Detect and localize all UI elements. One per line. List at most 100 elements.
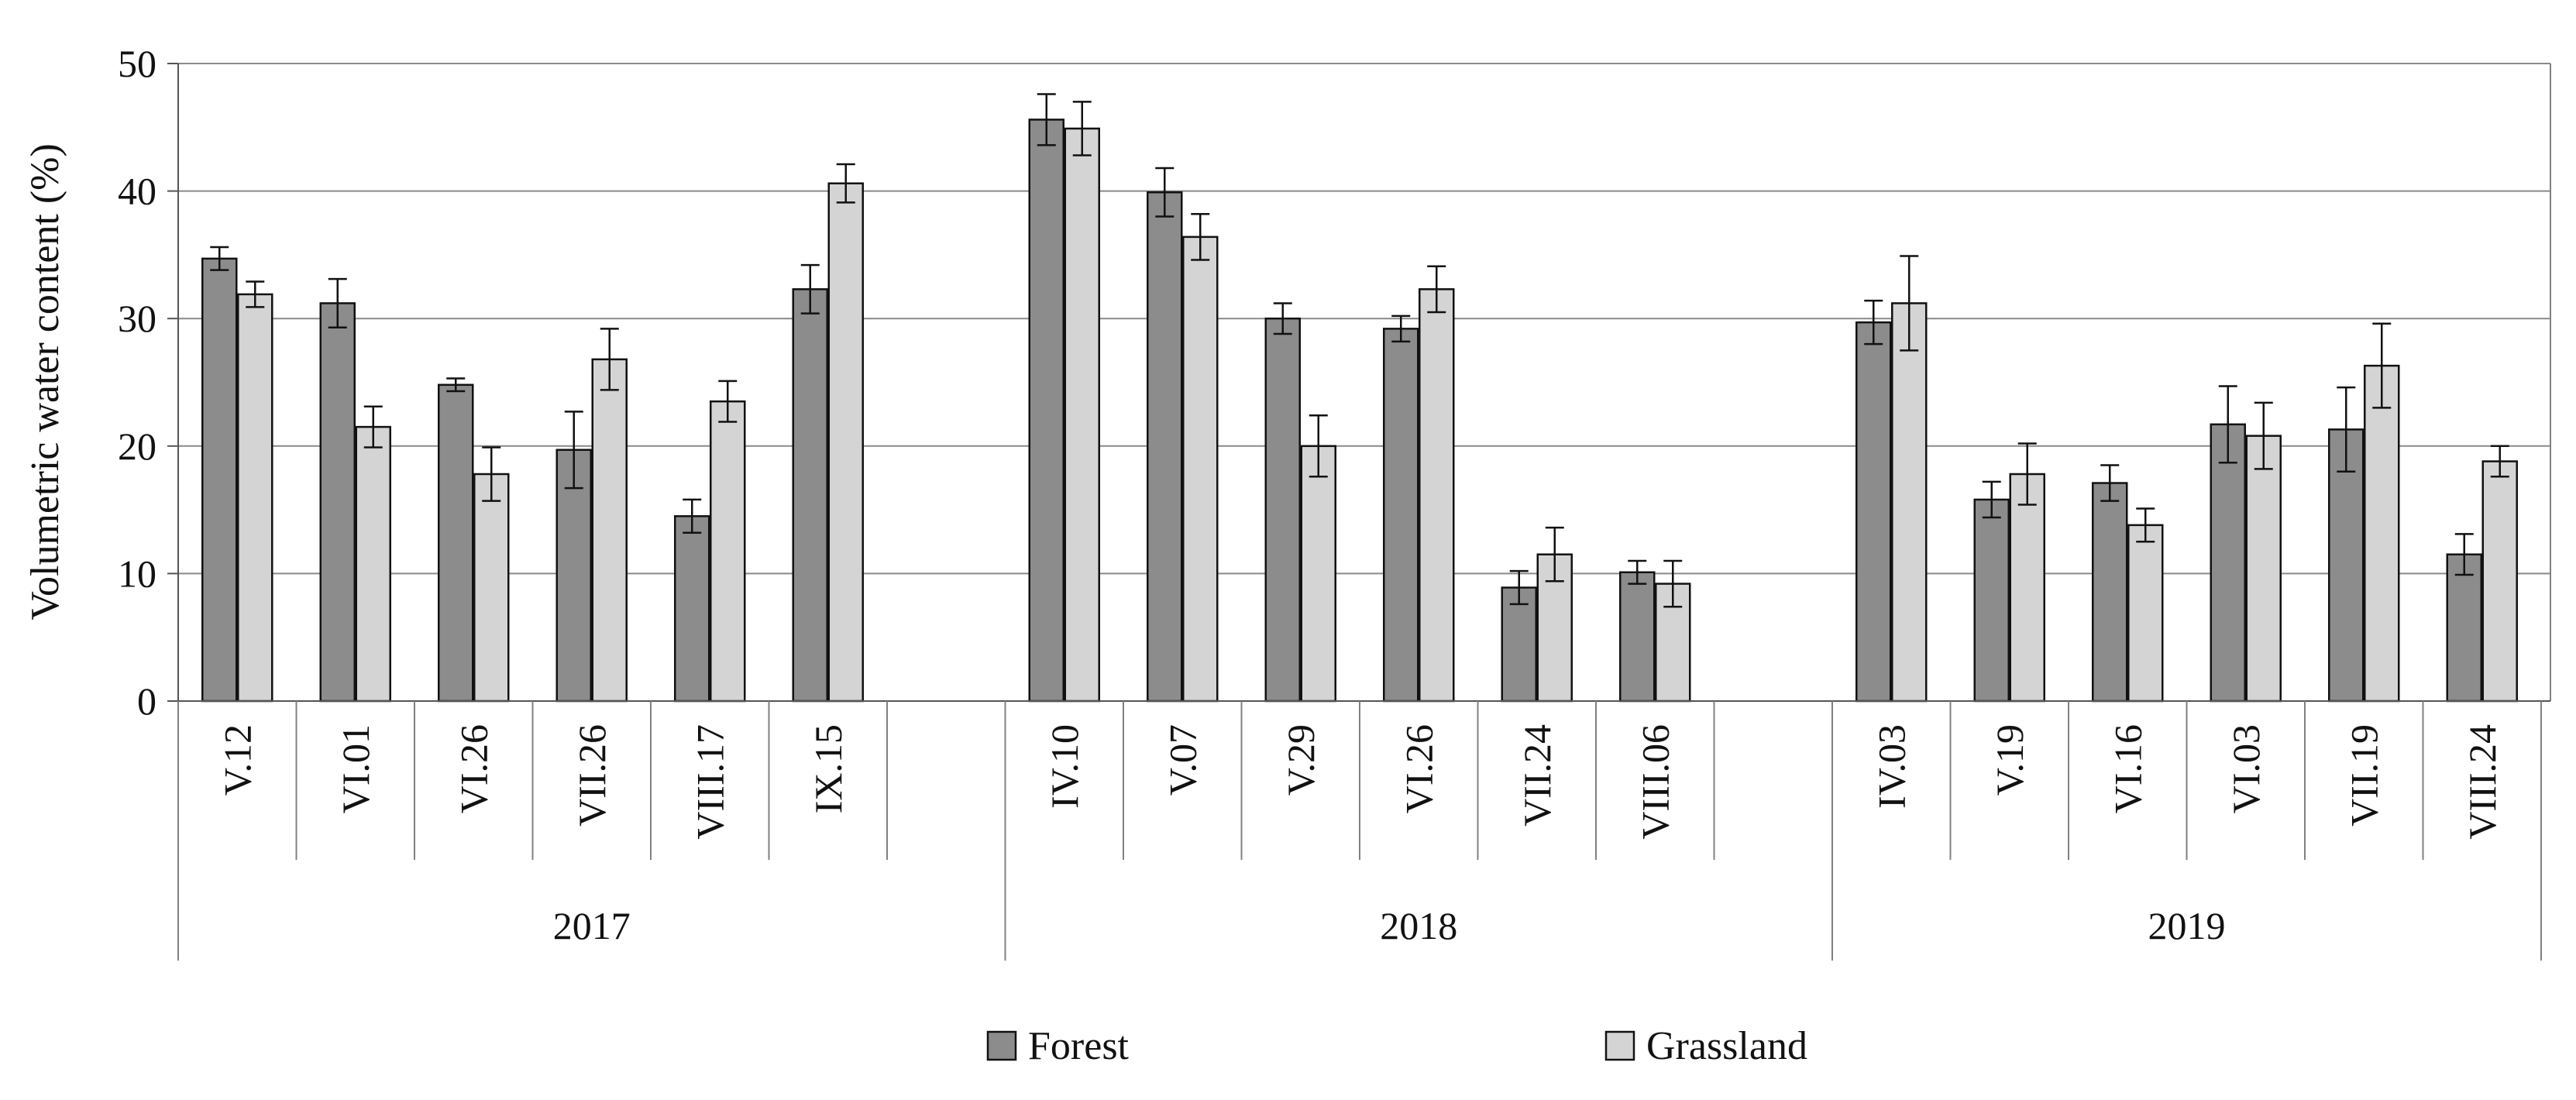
bar-forest-2019-IV.03: [1855, 321, 1892, 703]
error-bar-forest-2019-V.19: [1982, 480, 2001, 519]
bar-forest-2017-VII.26: [555, 449, 592, 703]
legend-label-forest: Forest: [1028, 1024, 1130, 1068]
error-bar-forest-2019-VIII.24: [2454, 533, 2474, 576]
error-bar-grassland-2019-VI.16: [2136, 507, 2155, 543]
error-bar-forest-2019-IV.03: [1864, 299, 1883, 345]
bar-grassland-2018-IV.10: [1064, 127, 1100, 703]
group-label-2019: 2019: [2148, 904, 2226, 947]
bar-grassland-2017-VI.26: [473, 473, 510, 703]
error-bar-forest-2017-VI.26: [446, 377, 466, 393]
bar-grassland-2019-VI.03: [2245, 435, 2282, 703]
x-tick-label-2017-V.12: V.12: [215, 724, 259, 796]
error-bar-forest-2017-VIII.17: [683, 498, 702, 534]
bar-forest-2017-V.12: [201, 257, 238, 703]
error-bar-forest-2017-VI.01: [328, 277, 347, 328]
legend: Forest Grassland: [986, 1024, 1807, 1068]
bar-grassland-2019-VII.19: [2364, 364, 2400, 703]
x-tick-label-2017-VI.01: VI.01: [334, 724, 377, 813]
bar-forest-2019-VIII.24: [2446, 553, 2482, 703]
error-bar-grassland-2018-V.29: [1309, 414, 1328, 478]
error-bar-forest-2019-VII.19: [2337, 386, 2356, 473]
bar-forest-2017-VIII.17: [674, 515, 710, 703]
error-bar-forest-2017-VII.26: [564, 411, 583, 490]
x-tick-label-2019-IV.03: IV.03: [1869, 724, 1913, 809]
bar-grassland-2018-VI.26: [1419, 288, 1455, 703]
y-tick-label-20: 20: [118, 425, 156, 468]
error-bar-grassland-2017-VI.01: [363, 405, 383, 449]
gridlines: [178, 63, 2550, 575]
bar-forest-2018-VI.26: [1383, 328, 1419, 703]
x-tick-labels: V.12 VI.01 VI.26 VII.26 VIII.17 IX.15 IV.10 V.0…: [215, 724, 2504, 840]
y-tick-label-50: 50: [118, 42, 156, 85]
x-tick-label-2017-VIII.17: VIII.17: [688, 724, 731, 840]
bar-forest-2018-V.07: [1147, 191, 1183, 703]
bar-grassland-2019-VIII.24: [2481, 460, 2518, 703]
error-bar-forest-2018-V.29: [1273, 302, 1292, 335]
y-tick-label-0: 0: [137, 679, 156, 723]
error-bar-forest-2018-IV.10: [1037, 93, 1056, 146]
error-bar-grassland-2017-IX.15: [836, 163, 855, 204]
error-bar-grassland-2019-VII.19: [2372, 322, 2392, 409]
error-bar-forest-2018-V.07: [1155, 167, 1175, 218]
error-bar-forest-2018-VIII.06: [1628, 559, 1647, 585]
x-tick-label-2018-VIII.06: VIII.06: [1633, 724, 1677, 840]
x-tick-label-2019-V.19: V.19: [1988, 724, 2031, 796]
bar-grassland-2017-VIII.17: [710, 400, 746, 703]
x-tick-label-2018-V.07: V.07: [1161, 724, 1204, 796]
bar-forest-2017-IX.15: [792, 288, 828, 703]
bar-grassland-2019-V.19: [2009, 473, 2045, 703]
x-tick-label-2018-IV.10: IV.10: [1043, 724, 1086, 809]
error-bar-grassland-2017-VII.26: [600, 328, 619, 391]
error-bar-grassland-2018-V.07: [1191, 212, 1210, 261]
error-bar-grassland-2019-VIII.24: [2490, 445, 2509, 478]
bar-grassland-2017-IX.15: [827, 182, 864, 703]
y-tick-label-40: 40: [118, 170, 156, 213]
x-tick-label-2019-VI.03: VI.03: [2224, 724, 2268, 813]
error-bar-grassland-2018-IV.10: [1072, 101, 1092, 156]
x-tick-label-2018-VII.24: VII.24: [1515, 724, 1559, 827]
error-bar-grassland-2019-VI.03: [2254, 401, 2273, 470]
x-tick-label-2017-VII.26: VII.26: [570, 724, 614, 827]
bar-forest-2018-VIII.06: [1619, 571, 1656, 703]
legend-swatch-forest: [986, 1030, 1017, 1061]
error-bar-grassland-2019-IV.03: [1900, 255, 1919, 352]
bar-forest-2019-VI.16: [2092, 482, 2128, 703]
bar-grassland-2018-V.07: [1182, 235, 1219, 703]
error-bar-grassland-2019-V.19: [2017, 442, 2037, 506]
bar-forest-2017-VI.26: [438, 383, 474, 703]
x-tick-label-2018-VI.26: VI.26: [1397, 724, 1440, 813]
error-bar-grassland-2017-VIII.17: [718, 380, 738, 423]
error-bar-grassland-2018-VII.24: [1545, 526, 1564, 583]
x-tick-label-2019-VII.19: VII.19: [2342, 724, 2385, 827]
legend-swatch-grassland: [1604, 1030, 1635, 1061]
error-bar-grassland-2018-VI.26: [1427, 265, 1446, 314]
group-label-2018: 2018: [1380, 904, 1457, 947]
error-bar-forest-2019-VI.03: [2218, 385, 2237, 464]
error-bar-grassland-2017-V.12: [246, 280, 265, 308]
error-bars: [210, 93, 2509, 608]
x-tick-label-2018-V.29: V.29: [1279, 724, 1322, 796]
error-bar-forest-2018-VI.26: [1391, 315, 1411, 343]
year-group-labels: 2017 2018 2019: [553, 904, 2226, 947]
bar-grassland-2017-VII.26: [591, 358, 628, 703]
bar-forest-2018-IV.10: [1028, 119, 1064, 703]
bars: [201, 119, 2518, 703]
error-bar-grassland-2017-VI.26: [482, 446, 501, 502]
axes: [167, 63, 2551, 961]
x-tick-label-2019-VI.16: VI.16: [2106, 724, 2149, 813]
bar-grassland-2019-IV.03: [1891, 302, 1928, 703]
error-bar-forest-2018-VII.24: [1509, 569, 1529, 606]
x-tick-label-2017-IX.15: IX.15: [807, 724, 850, 813]
error-bar-forest-2017-IX.15: [800, 263, 820, 315]
bar-forest-2019-V.19: [1973, 498, 2010, 703]
error-bar-forest-2019-VI.16: [2100, 464, 2120, 502]
y-tick-labels: 0 10 20 30 40 50: [118, 42, 156, 723]
y-axis-title: Volumetric water content (%): [23, 143, 67, 620]
y-tick-label-10: 10: [118, 552, 156, 595]
bar-grassland-2018-V.29: [1300, 445, 1336, 703]
bar-forest-2019-VI.03: [2210, 423, 2246, 703]
x-tick-label-2017-VI.26: VI.26: [452, 724, 495, 813]
y-tick-label-30: 30: [118, 297, 156, 340]
bar-forest-2018-V.29: [1264, 317, 1301, 703]
